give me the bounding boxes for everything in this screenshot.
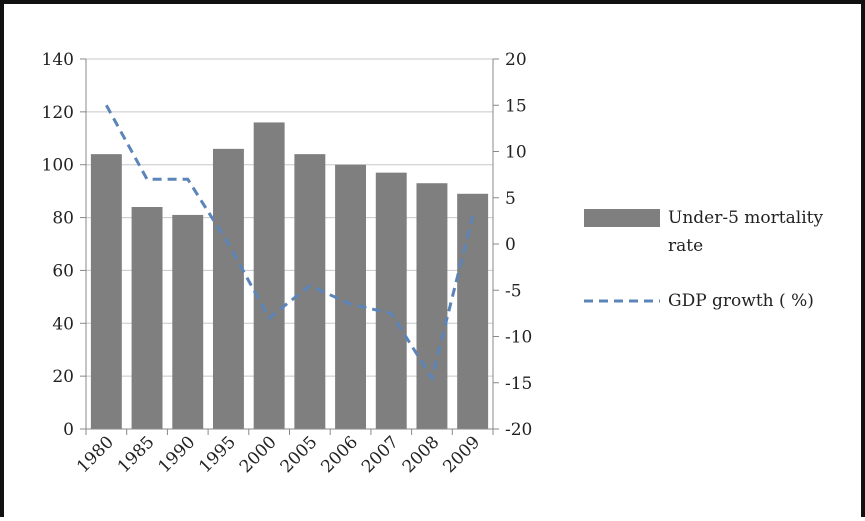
x-tick-label: 2005 [277,432,322,477]
left-tick-label: 20 [52,367,74,387]
right-tick-label: -20 [505,420,532,440]
right-tick-label: 15 [505,96,527,116]
legend-label-line: GDP growth ( %) [668,291,814,311]
bar [172,215,203,429]
right-tick-label: 0 [505,235,516,255]
x-tick-label: 2007 [358,432,403,477]
x-tick-label: 2008 [399,432,444,477]
x-tick-label: 2009 [439,432,484,477]
right-tick-label: 10 [505,143,527,163]
x-tick-label: 1980 [73,432,118,477]
right-tick-label: -5 [505,281,522,301]
left-tick-label: 80 [52,209,74,229]
legend: Under-5 mortality rate GDP growth ( %) [584,208,823,311]
bar [376,173,407,429]
left-tick-label: 60 [52,261,74,281]
left-tick-label: 140 [42,50,74,70]
left-tick-label: 120 [42,103,74,123]
right-axis-ticks: -20 -15 -10 -5 0 5 10 15 20 [493,50,532,440]
left-tick-label: 100 [42,156,74,176]
bar [416,183,447,429]
legend-label-bar: rate [668,236,703,256]
x-tick-label: 1985 [114,432,159,477]
bar [132,207,163,429]
left-axis-ticks: 0 20 40 60 80 100 120 140 [42,50,86,440]
right-tick-label: 5 [505,189,516,209]
right-tick-label: 20 [505,50,527,70]
legend-label-bar: Under-5 mortality [668,208,823,228]
left-tick-label: 0 [63,420,74,440]
bar [335,165,366,429]
bar [213,149,244,429]
x-tick-label: 1990 [155,432,200,477]
bar [91,154,122,429]
x-tick-label: 2006 [317,432,362,477]
bar-series [91,122,488,429]
left-tick-label: 40 [52,314,74,334]
right-tick-label: -10 [505,328,532,348]
right-tick-label: -15 [505,374,532,394]
x-tick-label: 2000 [236,432,281,477]
bar [457,194,488,429]
combo-chart: 0 20 40 60 80 100 120 140 -20 -15 -10 -5 0 5 10 15 20 1… [4,4,865,521]
legend-swatch-bar [584,209,660,227]
bar [254,122,285,429]
x-tick-label: 1995 [195,432,240,477]
